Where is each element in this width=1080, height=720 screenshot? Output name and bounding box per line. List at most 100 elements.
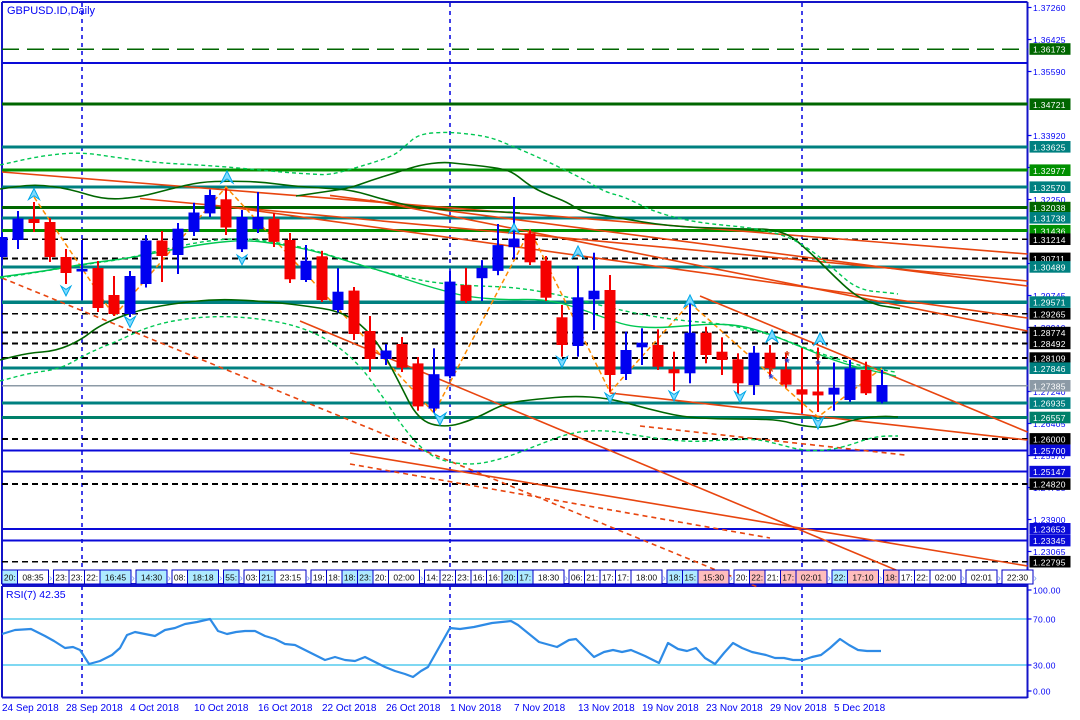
svg-text:18:00: 18:00	[636, 573, 658, 583]
svg-text:1.23900: 1.23900	[1033, 515, 1066, 525]
svg-text:1.30711: 1.30711	[1033, 254, 1065, 264]
svg-text:14:: 14:	[426, 573, 438, 583]
svg-text:1.29265: 1.29265	[1033, 309, 1066, 319]
svg-text:1.36425: 1.36425	[1033, 35, 1066, 45]
svg-text:›: ›	[998, 573, 1001, 584]
svg-text:1.26935: 1.26935	[1033, 399, 1066, 409]
svg-text:1.23065: 1.23065	[1033, 547, 1066, 557]
svg-text:1.27240: 1.27240	[1033, 387, 1066, 397]
svg-text:17:: 17:	[519, 573, 531, 583]
svg-text:›: ›	[879, 573, 882, 584]
svg-text:02:01: 02:01	[801, 573, 823, 583]
svg-text:1.33920: 1.33920	[1033, 131, 1066, 141]
svg-text:14:30: 14:30	[141, 573, 163, 583]
svg-text:22 Oct 2018: 22 Oct 2018	[322, 703, 377, 714]
svg-text:18:: 18:	[328, 573, 340, 583]
svg-text:17:: 17:	[901, 573, 913, 583]
svg-text:1.23653: 1.23653	[1033, 524, 1066, 534]
svg-text:1.29571: 1.29571	[1033, 298, 1066, 308]
svg-text:30.00: 30.00	[1033, 660, 1056, 670]
svg-text:1.35590: 1.35590	[1033, 67, 1066, 77]
svg-text:22:: 22:	[442, 573, 454, 583]
svg-text:1.22795: 1.22795	[1033, 557, 1066, 567]
svg-text:1.36173: 1.36173	[1033, 45, 1066, 55]
svg-text:›: ›	[730, 573, 733, 584]
svg-text:GBPUSD.ID,Daily: GBPUSD.ID,Daily	[7, 5, 96, 17]
svg-text:26 Oct 2018: 26 Oct 2018	[386, 703, 441, 714]
svg-text:02:00: 02:00	[935, 573, 957, 583]
svg-text:1.23345: 1.23345	[1033, 536, 1066, 546]
svg-text:›: ›	[828, 573, 831, 584]
svg-text:›: ›	[49, 573, 52, 584]
svg-text:20:: 20:	[736, 573, 748, 583]
svg-text:1.25700: 1.25700	[1033, 446, 1066, 456]
svg-text:20:: 20:	[375, 573, 387, 583]
svg-text:7 Nov 2018: 7 Nov 2018	[514, 703, 566, 714]
svg-text:17:: 17:	[602, 573, 614, 583]
svg-text:›: ›	[219, 573, 222, 584]
svg-text:1.27385: 1.27385	[1033, 381, 1066, 391]
svg-text:28 Sep 2018: 28 Sep 2018	[66, 703, 123, 714]
svg-text:29 Nov 2018: 29 Nov 2018	[770, 703, 827, 714]
svg-text:17:: 17:	[782, 573, 794, 583]
svg-text:1.31738: 1.31738	[1033, 213, 1066, 223]
svg-text:*: *	[784, 348, 790, 363]
svg-text:1.24820: 1.24820	[1033, 480, 1066, 490]
svg-text:70.00: 70.00	[1033, 614, 1056, 624]
svg-text:23:: 23:	[457, 573, 469, 583]
svg-text:16:45: 16:45	[105, 573, 127, 583]
svg-text:1.31214: 1.31214	[1033, 235, 1066, 245]
svg-text:02:01: 02:01	[971, 573, 993, 583]
svg-text:›: ›	[420, 573, 423, 584]
svg-text:18:: 18:	[885, 573, 897, 583]
svg-text:RSI(7) 42.35: RSI(7) 42.35	[6, 589, 66, 601]
svg-text:›: ›	[168, 573, 171, 584]
svg-text:*: *	[768, 364, 774, 379]
svg-text:06:: 06:	[571, 573, 583, 583]
svg-text:1.28109: 1.28109	[1033, 354, 1066, 364]
svg-text:5 Dec 2018: 5 Dec 2018	[834, 703, 886, 714]
svg-text:18:: 18:	[344, 573, 356, 583]
svg-text:›: ›	[240, 573, 243, 584]
svg-text:21:: 21:	[586, 573, 598, 583]
svg-text:13 Nov 2018: 13 Nov 2018	[578, 703, 635, 714]
svg-text:18:: 18:	[669, 573, 681, 583]
svg-text:18:18: 18:18	[192, 573, 214, 583]
svg-text:1.32977: 1.32977	[1033, 166, 1066, 176]
svg-text:21:: 21:	[261, 573, 273, 583]
svg-text:20:: 20:	[4, 573, 16, 583]
svg-text:1.28492: 1.28492	[1033, 339, 1066, 349]
svg-text:1.30489: 1.30489	[1033, 263, 1066, 273]
svg-text:02:00: 02:00	[393, 573, 415, 583]
svg-text:1.29745: 1.29745	[1033, 291, 1066, 301]
svg-text:23 Nov 2018: 23 Nov 2018	[706, 703, 763, 714]
svg-text:08:: 08:	[174, 573, 186, 583]
svg-text:1.33625: 1.33625	[1033, 142, 1066, 152]
svg-text:23:: 23:	[359, 573, 371, 583]
svg-text:›: ›	[962, 573, 965, 584]
svg-text:100.00: 100.00	[1033, 585, 1061, 595]
svg-text:1.27846: 1.27846	[1033, 364, 1066, 374]
svg-text:20:: 20:	[504, 573, 516, 583]
svg-text:*: *	[815, 350, 821, 365]
svg-text:22:: 22:	[86, 573, 98, 583]
svg-text:24 Sep 2018: 24 Sep 2018	[2, 703, 59, 714]
svg-text:1.31436: 1.31436	[1033, 226, 1066, 236]
svg-text:›: ›	[1034, 573, 1037, 584]
svg-text:1.25147: 1.25147	[1033, 467, 1066, 477]
svg-text:19:: 19:	[313, 573, 325, 583]
svg-text:18:30: 18:30	[538, 573, 560, 583]
svg-text:1.32038: 1.32038	[1033, 203, 1066, 213]
svg-text:›: ›	[663, 573, 666, 584]
svg-text:15:30: 15:30	[703, 573, 725, 583]
svg-text:22:: 22:	[834, 573, 846, 583]
svg-text:10 Oct 2018: 10 Oct 2018	[194, 703, 249, 714]
svg-text:›: ›	[565, 573, 568, 584]
svg-text:4 Oct 2018: 4 Oct 2018	[130, 703, 179, 714]
svg-text:1.32570: 1.32570	[1033, 183, 1066, 193]
svg-text:22:: 22:	[751, 573, 763, 583]
svg-text:1 Nov 2018: 1 Nov 2018	[450, 703, 502, 714]
svg-text:16 Oct 2018: 16 Oct 2018	[258, 703, 313, 714]
svg-text:1.26000: 1.26000	[1033, 435, 1066, 445]
svg-text:1.26405: 1.26405	[1033, 419, 1066, 429]
